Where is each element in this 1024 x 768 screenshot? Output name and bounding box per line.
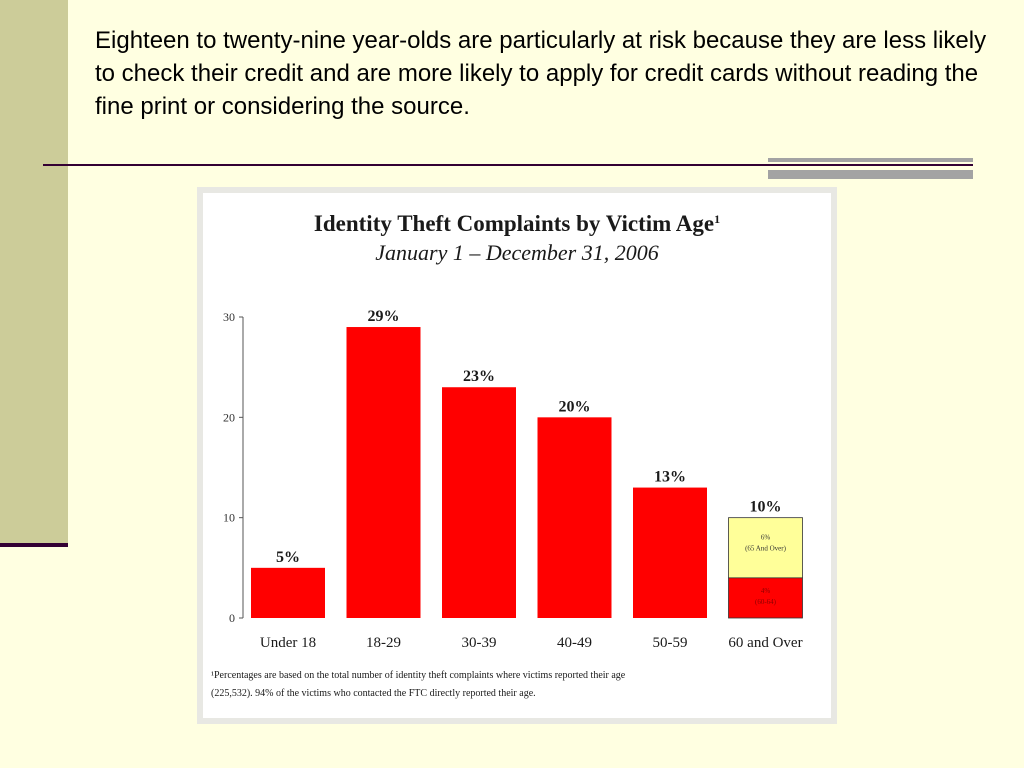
bar [442, 387, 516, 618]
chart-title: Identity Theft Complaints by Victim Age1 [314, 211, 720, 236]
divider-line [43, 164, 973, 166]
bar [346, 327, 421, 618]
y-tick-label: 0 [229, 611, 235, 625]
bar-segment-60-64 [728, 577, 803, 619]
bars: 5% 29% 23% 20% 13% 6% (65 And Over) 4% (60-64) 10… [251, 308, 803, 619]
stack-label-top-pct: 6% [761, 534, 771, 542]
chart-subtitle: January 1 – December 31, 2006 [375, 240, 659, 265]
chart-image: Identity Theft Complaints by Victim Age1… [197, 187, 837, 724]
x-tick-label: Under 18 [260, 635, 316, 651]
bar [537, 417, 612, 618]
chart-footnote-line-2: (225,532). 94% of the victims who contac… [211, 688, 536, 699]
y-tick-label: 20 [223, 410, 235, 424]
chart-footnote-line-1: ¹Percentages are based on the total numb… [211, 670, 626, 681]
data-label: 29% [368, 308, 400, 325]
x-tick-label: 50-59 [653, 635, 688, 651]
chart-background [203, 193, 831, 718]
divider-accent-top [768, 158, 973, 162]
stack-label-top-range: (65 And Over) [745, 545, 786, 553]
x-axis-labels: Under 18 18-29 30-39 40-49 50-59 60 and Over [260, 635, 803, 651]
y-tick-label: 10 [223, 511, 235, 525]
stack-label-bottom-pct: 4% [761, 587, 771, 595]
bar [251, 567, 325, 618]
data-label: 5% [276, 549, 300, 566]
data-label: 20% [559, 398, 591, 415]
x-tick-label: 30-39 [462, 635, 497, 651]
y-tick-label: 30 [223, 310, 235, 324]
stack-label-bottom-range: (60-64) [755, 598, 777, 606]
slide-body-text: Eighteen to twenty-nine year-olds are pa… [95, 27, 987, 120]
y-axis-ticks: 0 10 20 30 [223, 310, 243, 625]
data-label: 10% [750, 499, 782, 516]
divider-accent-bottom [768, 170, 973, 179]
bar [633, 487, 707, 618]
x-tick-label: 40-49 [557, 635, 592, 651]
data-label: 13% [654, 469, 686, 486]
x-tick-label: 60 and Over [728, 635, 802, 651]
x-tick-label: 18-29 [366, 635, 401, 651]
data-label: 23% [463, 368, 495, 385]
left-accent-bar-line [0, 543, 68, 547]
left-accent-bar [0, 0, 68, 545]
bar-chart: Identity Theft Complaints by Victim Age1… [203, 193, 831, 718]
